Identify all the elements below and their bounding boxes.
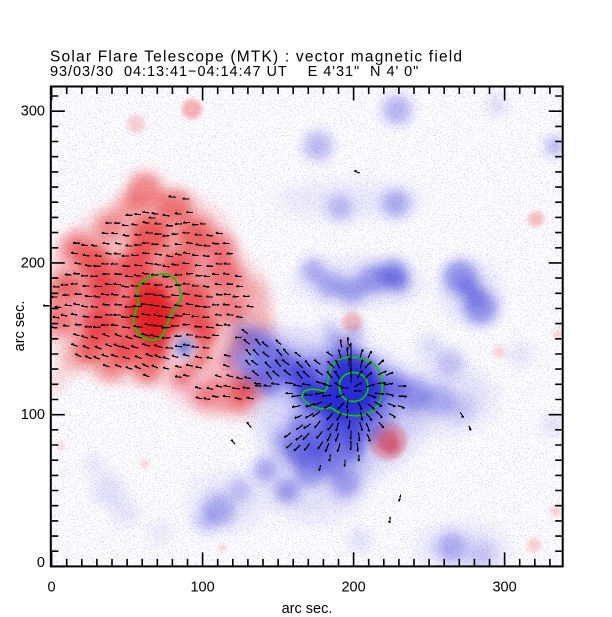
svg-text:Solar Flare Telescope (MTK) :: Solar Flare Telescope (MTK) : vector mag… [50, 49, 463, 66]
svg-text:200: 200 [21, 255, 45, 271]
svg-text:0: 0 [37, 555, 45, 571]
svg-text:100: 100 [21, 407, 45, 423]
svg-text:100: 100 [190, 580, 214, 596]
svg-text:arc sec.: arc sec. [12, 301, 28, 352]
svg-text:0: 0 [48, 580, 56, 596]
svg-text:300: 300 [21, 104, 45, 120]
svg-text:300: 300 [492, 580, 516, 596]
svg-text:200: 200 [341, 580, 365, 596]
svg-text:93/03/30 04:13:41−04:14:47 UT: 93/03/30 04:13:41−04:14:47 UT E 4'31" N … [50, 64, 419, 80]
svg-text:arc sec.: arc sec. [282, 601, 333, 617]
